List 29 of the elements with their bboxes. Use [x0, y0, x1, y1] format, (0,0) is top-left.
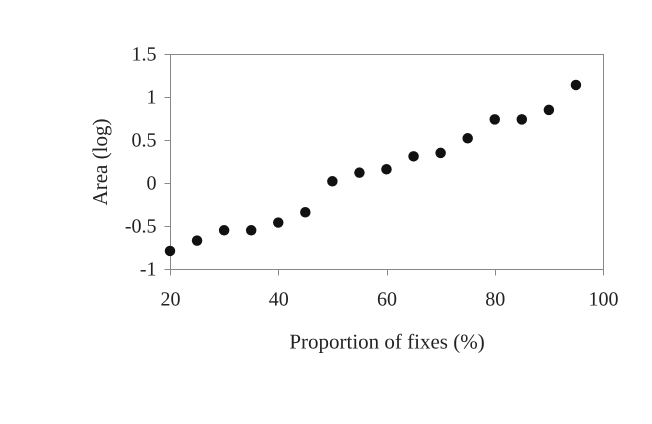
point [273, 217, 284, 228]
point [570, 80, 582, 90]
point [408, 151, 419, 162]
x-tick-label: 40 [268, 288, 289, 310]
x-tick-label: 20 [160, 288, 180, 310]
y-tick-label: 0.5 [132, 130, 156, 152]
y-tick-label: -1 [140, 258, 156, 280]
point [490, 114, 500, 125]
point [164, 246, 176, 256]
point [435, 148, 446, 158]
point [516, 114, 528, 125]
y-tick-label: -0.5 [124, 216, 156, 238]
x-tick-label: 60 [377, 288, 397, 310]
point [327, 176, 338, 187]
point [462, 133, 473, 144]
point [381, 164, 392, 174]
y-tick-label: 1.5 [132, 44, 156, 66]
point [246, 225, 256, 236]
x-tick-label: 100 [588, 288, 618, 310]
y-axis-title: Area (log) [88, 118, 112, 206]
y-tick-label: 0 [146, 172, 156, 194]
point [354, 167, 365, 178]
x-tick-label: 80 [485, 288, 506, 310]
x-axis-title: Proportion of fixes (%) [289, 330, 485, 354]
point [544, 104, 554, 116]
point [300, 207, 311, 218]
y-tick-label: 1 [146, 86, 156, 108]
point [218, 225, 230, 236]
point [192, 235, 202, 246]
